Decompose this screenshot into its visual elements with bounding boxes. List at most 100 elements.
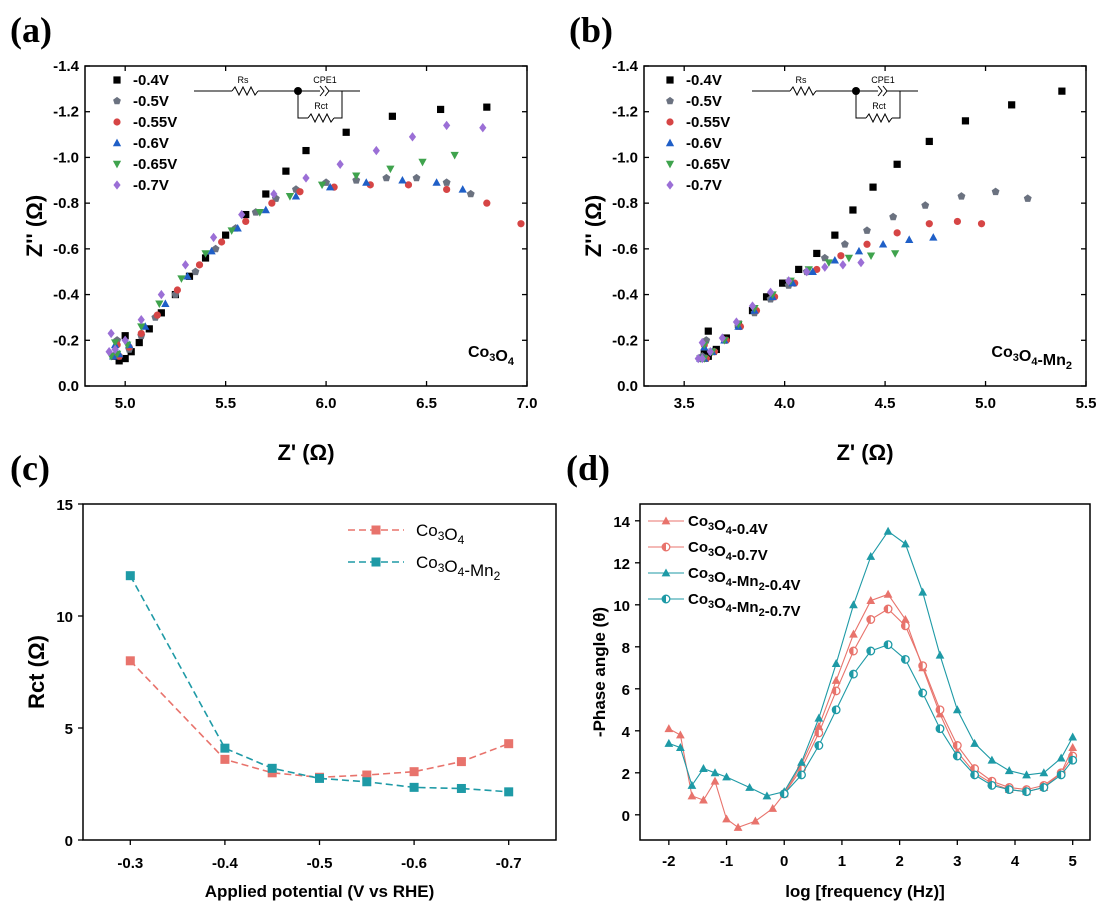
y-tick-label: -0.8	[612, 195, 638, 212]
data-point	[849, 600, 858, 609]
x-tick-label: 4.5	[875, 395, 896, 412]
equivalent-circuit: Rs CPE1 Rct	[752, 75, 918, 124]
y-tick-label: 12	[613, 556, 630, 573]
data-point	[145, 325, 153, 333]
data-point	[918, 661, 928, 671]
y-tick-label: -0.6	[612, 241, 638, 258]
data-point	[952, 705, 962, 714]
data-point	[821, 262, 829, 272]
legend-label: -0.5V	[133, 93, 169, 110]
data-point	[991, 187, 1000, 196]
data-point	[830, 255, 840, 264]
data-point	[866, 646, 876, 656]
plot-frame	[84, 65, 528, 387]
legend-marker	[666, 180, 674, 190]
legend-label: -0.55V	[133, 114, 177, 131]
data-point	[901, 614, 910, 623]
x-tick-label: -0.7	[496, 855, 522, 872]
x-axis-title: Z' (Ω)	[836, 440, 893, 465]
legend-label: Co3O4-Mn2-0.7V	[688, 591, 801, 620]
legend-marker	[112, 160, 122, 169]
legend-marker	[661, 568, 671, 577]
data-point	[687, 791, 697, 800]
data-point	[211, 244, 220, 253]
y-tick-label: 5	[65, 721, 73, 738]
data-point	[1056, 770, 1066, 780]
data-point	[1039, 768, 1049, 777]
data-point	[207, 246, 216, 255]
data-point	[382, 173, 391, 182]
data-point	[183, 271, 192, 280]
series-line	[129, 660, 509, 779]
y-tick-label: -1.0	[612, 149, 638, 166]
data-point	[925, 220, 933, 228]
data-point	[1058, 87, 1066, 95]
legend-marker	[113, 76, 121, 84]
data-point	[325, 182, 335, 191]
data-point	[227, 227, 236, 235]
x-tick-label: 1	[838, 853, 846, 870]
data-point	[831, 686, 841, 696]
data-point	[957, 192, 966, 200]
data-point	[191, 267, 200, 276]
data-point	[866, 551, 876, 560]
legend-marker	[113, 180, 121, 190]
data-point	[889, 212, 898, 221]
data-point	[1004, 785, 1014, 795]
data-point	[282, 167, 290, 175]
series-Co3O4-Mn2	[125, 571, 514, 797]
data-point	[676, 730, 685, 739]
data-point	[157, 289, 165, 300]
data-point	[342, 128, 350, 136]
data-point	[863, 240, 871, 248]
x-tick-label: 4	[1011, 853, 1020, 870]
y-tick-label: 0.0	[617, 378, 638, 395]
data-point	[814, 741, 824, 750]
data-point	[483, 103, 491, 111]
circuit-label-cpe: CPE1	[871, 75, 895, 85]
data-point	[722, 814, 731, 823]
data-point	[291, 191, 301, 200]
x-tick-label: -0.5	[307, 855, 333, 872]
data-point	[813, 265, 821, 274]
y-tick-label: 8	[622, 640, 630, 657]
series-line	[668, 530, 1074, 797]
circuit-label-rs: Rs	[238, 75, 249, 85]
y-axis-title: Rct (Ω)	[24, 635, 49, 709]
series--0.4V	[700, 87, 1066, 360]
data-point	[386, 165, 395, 174]
data-point	[195, 261, 204, 269]
series-Co3O4-0.4V	[664, 589, 1078, 831]
series-Co3O4-0.7V	[779, 604, 1078, 799]
data-point	[866, 596, 876, 605]
data-point	[442, 178, 451, 186]
legend-label: -0.7V	[686, 177, 722, 194]
panel-tag: (d)	[566, 448, 610, 488]
plot-frame	[643, 65, 1087, 387]
y-tick-label: -0.6	[53, 241, 79, 258]
data-point	[831, 231, 839, 239]
data-point	[953, 217, 962, 226]
x-tick-label: 3	[953, 853, 961, 870]
x-tick-label: 7.0	[517, 395, 538, 412]
data-point	[141, 322, 150, 330]
data-point	[315, 773, 324, 783]
data-point	[437, 105, 445, 114]
data-point	[844, 254, 854, 263]
data-point	[242, 210, 250, 219]
data-point	[814, 728, 824, 738]
data-point	[900, 621, 910, 631]
data-point	[824, 259, 833, 267]
data-point	[732, 317, 741, 327]
panel-b: (b) 0.0 -0.2 -0.4 -0.6 -0.8 -1.0 -1.2 -1.4 3.5 4.0…	[569, 10, 1096, 465]
y-tick-label: -0.4	[53, 287, 80, 304]
data-point	[970, 738, 979, 747]
data-point	[883, 589, 893, 598]
data-point	[785, 276, 793, 286]
series--0.7V	[694, 257, 865, 364]
series-line	[783, 608, 1074, 795]
data-point	[372, 145, 380, 156]
y-tick-label: 10	[613, 598, 630, 615]
legend-label: -0.55V	[686, 114, 730, 131]
